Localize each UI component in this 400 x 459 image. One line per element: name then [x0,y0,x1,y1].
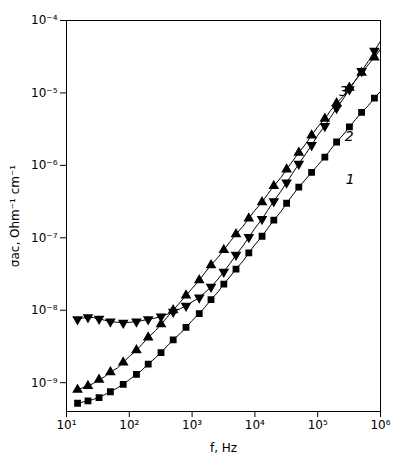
svg-text:3: 3 [339,83,348,99]
svg-text:10³: 10³ [182,418,202,432]
svg-text:f, Hz: f, Hz [210,441,237,455]
svg-text:10⁴: 10⁴ [245,418,265,432]
svg-text:10²: 10² [119,418,139,432]
svg-text:10¹: 10¹ [56,418,76,432]
svg-text:σac, Ohm⁻¹ cm⁻¹: σac, Ohm⁻¹ cm⁻¹ [8,165,22,268]
svg-text:10⁻⁹: 10⁻⁹ [31,376,58,390]
svg-text:10⁻⁶: 10⁻⁶ [31,158,58,172]
svg-text:10⁶: 10⁶ [370,418,390,432]
svg-text:10⁻⁴: 10⁻⁴ [31,13,58,27]
svg-text:10⁵: 10⁵ [308,418,328,432]
svg-text:10⁻⁸: 10⁻⁸ [31,303,58,317]
svg-text:10⁻⁷: 10⁻⁷ [31,231,58,245]
svg-text:2: 2 [345,128,354,144]
svg-text:1: 1 [346,171,355,187]
svg-text:10⁻⁵: 10⁻⁵ [31,86,58,100]
